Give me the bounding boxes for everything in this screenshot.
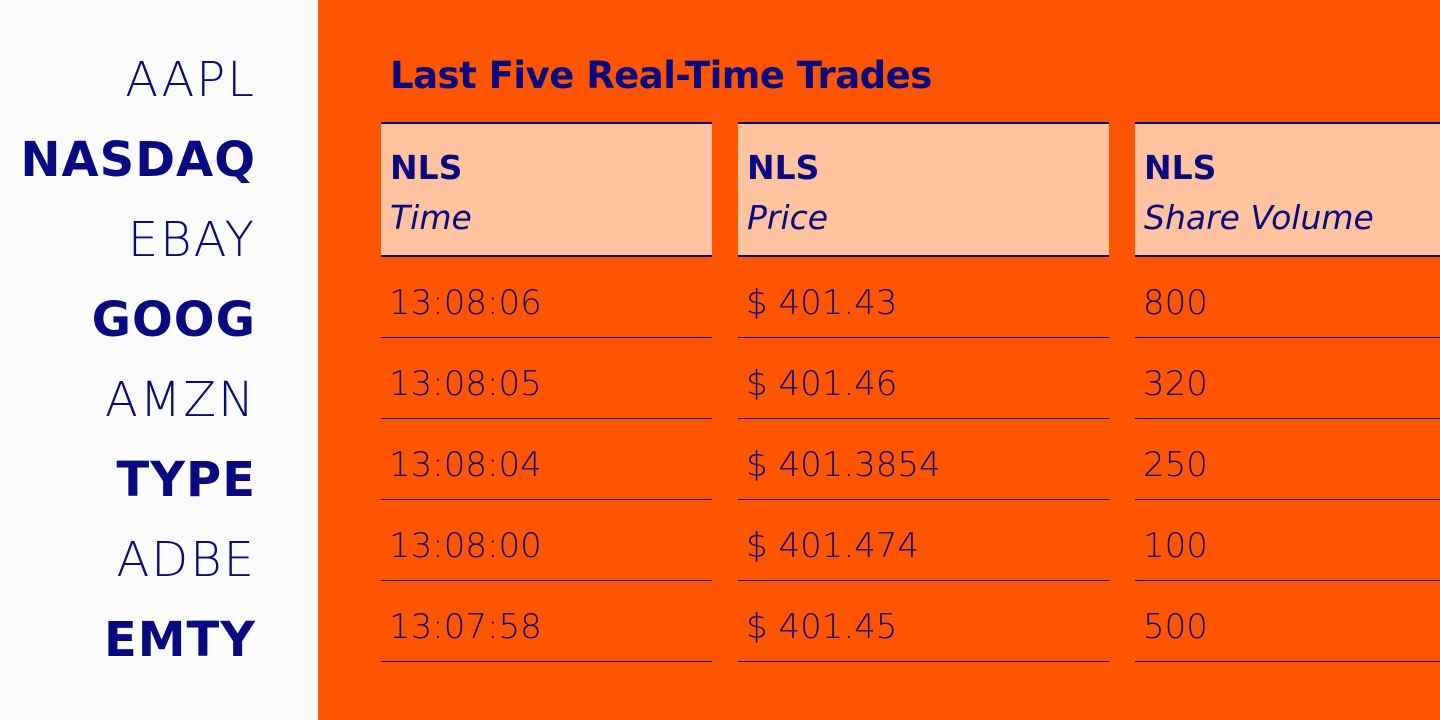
cell-value: $ 401.43 bbox=[746, 283, 898, 323]
header-prefix: NLS bbox=[1144, 148, 1217, 187]
column-header: NLS Price bbox=[738, 122, 1109, 257]
ticker-ebay: EBAY bbox=[127, 212, 256, 268]
column-time: NLS Time 13:08:06 13:08:05 13:08:04 13:08:00 1… bbox=[381, 122, 712, 662]
table-cell: $ 401.3854 bbox=[738, 419, 1109, 500]
table-cell: 13:07:58 bbox=[381, 581, 712, 662]
cell-value: 800 bbox=[1143, 283, 1208, 323]
table-cell: 13:08:04 bbox=[381, 419, 712, 500]
cell-value: 500 bbox=[1143, 607, 1208, 647]
column-header: NLS Time bbox=[381, 122, 712, 257]
table-cell: 250 bbox=[1135, 419, 1440, 500]
ticker-amzn: AMZN bbox=[104, 372, 256, 428]
table-cell: 100 bbox=[1135, 500, 1440, 581]
cell-value: 320 bbox=[1143, 364, 1208, 404]
table-cell: 13:08:05 bbox=[381, 338, 712, 419]
ticker-nasdaq: NASDAQ bbox=[20, 132, 256, 188]
ticker-adbe: ADBE bbox=[116, 532, 256, 588]
header-label: Price bbox=[747, 198, 829, 237]
cell-value: 13:08:05 bbox=[389, 364, 542, 404]
ticker-panel: AAPL NASDAQ EBAY GOOG AMZN TYPE ADBE EMTY bbox=[0, 0, 318, 720]
table-cell: $ 401.45 bbox=[738, 581, 1109, 662]
table-cell: 500 bbox=[1135, 581, 1440, 662]
cell-value: 13:08:00 bbox=[389, 526, 542, 566]
cell-value: $ 401.46 bbox=[746, 364, 898, 404]
cell-value: $ 401.45 bbox=[746, 607, 898, 647]
table-cell: 13:08:06 bbox=[381, 257, 712, 338]
column-price: NLS Price $ 401.43 $ 401.46 $ 401.3854 $ 401.… bbox=[738, 122, 1109, 662]
cell-value: 100 bbox=[1143, 526, 1208, 566]
ticker-type: TYPE bbox=[116, 452, 256, 508]
header-label: Time bbox=[390, 198, 472, 237]
cell-value: 13:08:06 bbox=[389, 283, 542, 323]
table-cell: $ 401.43 bbox=[738, 257, 1109, 338]
table-cell: 13:08:00 bbox=[381, 500, 712, 581]
cell-value: 13:08:04 bbox=[389, 445, 542, 485]
header-prefix: NLS bbox=[747, 148, 820, 187]
header-label: Share Volume bbox=[1144, 198, 1374, 237]
header-prefix: NLS bbox=[390, 148, 463, 187]
table-cell: $ 401.46 bbox=[738, 338, 1109, 419]
ticker-aapl: AAPL bbox=[125, 52, 256, 108]
table-cell: 320 bbox=[1135, 338, 1440, 419]
page-title: Last Five Real-Time Trades bbox=[390, 54, 932, 97]
ticker-goog: GOOG bbox=[91, 292, 256, 348]
table-cell: $ 401.474 bbox=[738, 500, 1109, 581]
cell-value: $ 401.3854 bbox=[746, 445, 941, 485]
cell-value: 13:07:58 bbox=[389, 607, 542, 647]
table-cell: 800 bbox=[1135, 257, 1440, 338]
cell-value: 250 bbox=[1143, 445, 1208, 485]
column-share-volume: NLS Share Volume 800 320 250 100 500 bbox=[1135, 122, 1440, 662]
column-header: NLS Share Volume bbox=[1135, 122, 1440, 257]
cell-value: $ 401.474 bbox=[746, 526, 920, 566]
ticker-emty: EMTY bbox=[103, 612, 256, 668]
